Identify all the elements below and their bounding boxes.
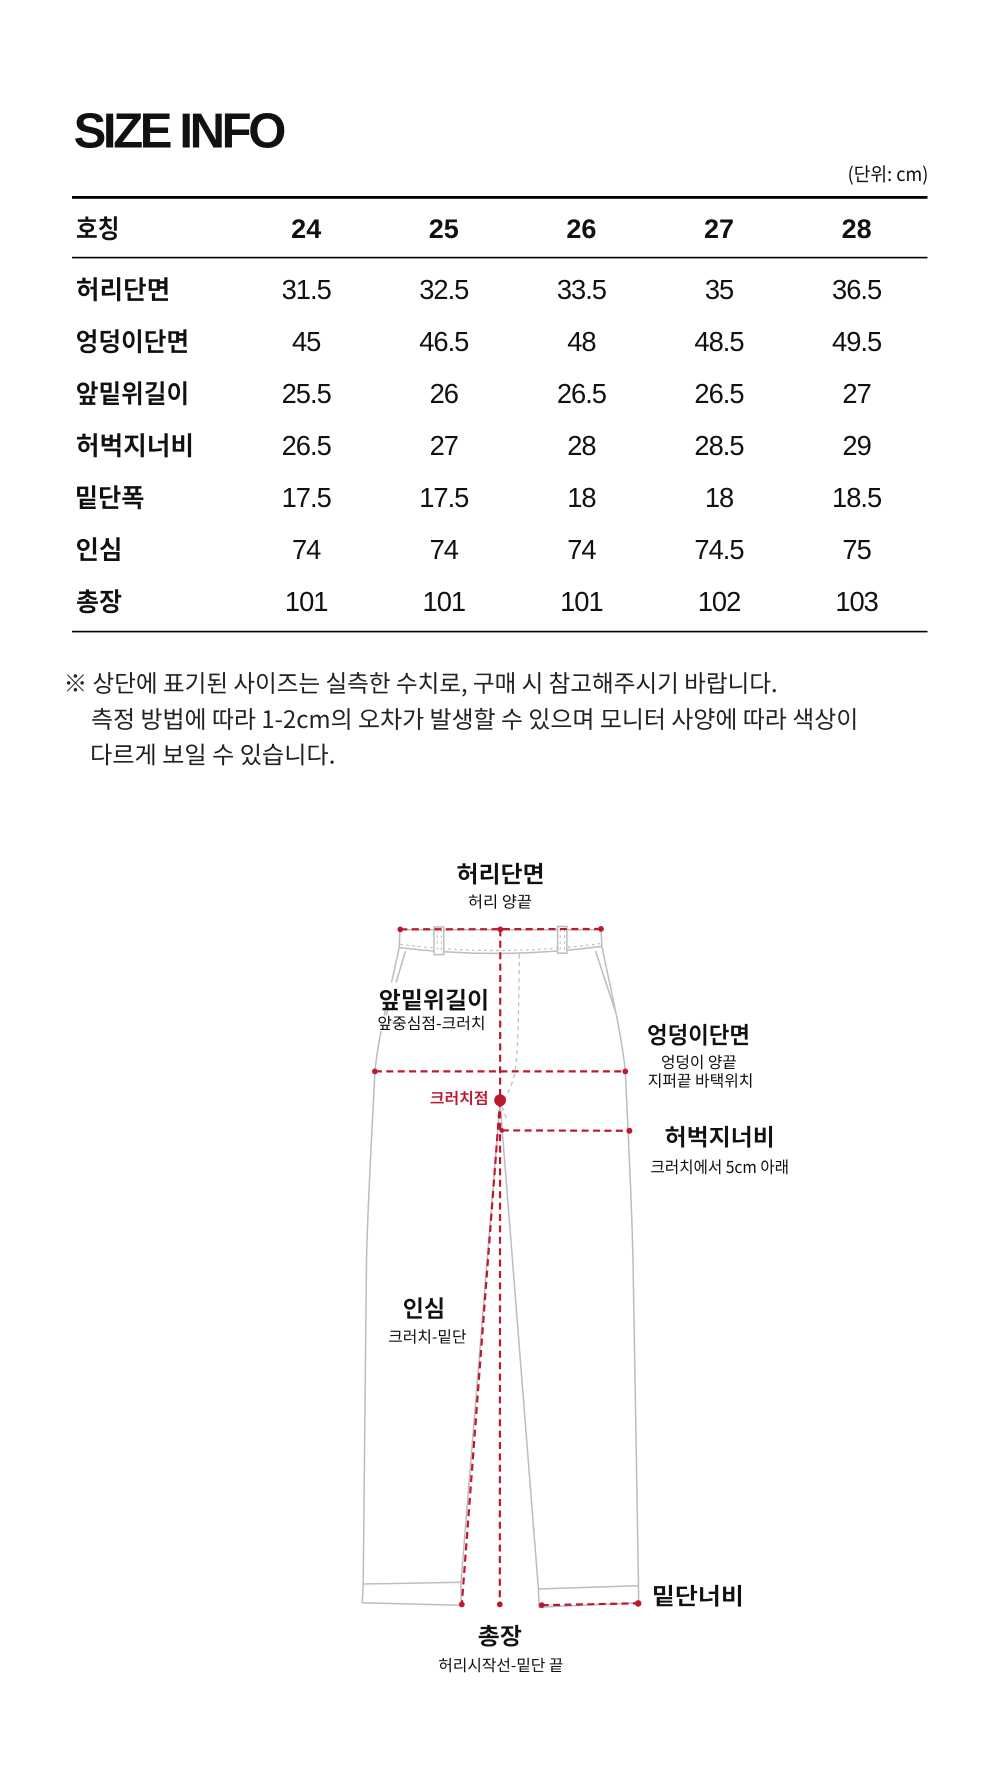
svg-text:26: 26: [566, 214, 596, 244]
svg-text:SIZE INFO: SIZE INFO: [74, 105, 286, 159]
svg-text:28.5: 28.5: [694, 430, 744, 461]
svg-text:74: 74: [567, 534, 596, 565]
svg-text:74.5: 74.5: [694, 534, 744, 565]
svg-text:18: 18: [705, 482, 733, 513]
svg-text:25.5: 25.5: [282, 378, 332, 409]
svg-text:26.5: 26.5: [694, 378, 744, 409]
svg-text:18.5: 18.5: [832, 482, 882, 513]
svg-text:33.5: 33.5: [557, 274, 607, 305]
svg-text:25: 25: [429, 214, 459, 244]
svg-text:46.5: 46.5: [419, 326, 469, 357]
svg-text:49.5: 49.5: [832, 326, 882, 357]
svg-text:48.5: 48.5: [694, 326, 744, 357]
svg-text:29: 29: [842, 430, 870, 461]
svg-text:74: 74: [292, 534, 321, 565]
svg-text:32.5: 32.5: [419, 274, 469, 305]
svg-text:103: 103: [835, 586, 878, 617]
svg-text:45: 45: [292, 326, 321, 357]
svg-text:102: 102: [698, 586, 741, 617]
svg-text:35: 35: [705, 274, 734, 305]
svg-text:101: 101: [423, 586, 466, 617]
svg-text:24: 24: [291, 214, 321, 244]
svg-text:48: 48: [567, 326, 595, 357]
svg-text:75: 75: [842, 534, 871, 565]
svg-text:17.5: 17.5: [282, 482, 332, 513]
svg-text:26: 26: [430, 378, 458, 409]
svg-text:31.5: 31.5: [282, 274, 332, 305]
svg-text:28: 28: [842, 214, 872, 244]
svg-text:27: 27: [842, 378, 870, 409]
svg-text:26.5: 26.5: [557, 378, 607, 409]
svg-text:18: 18: [567, 482, 595, 513]
svg-text:36.5: 36.5: [832, 274, 882, 305]
svg-text:101: 101: [560, 586, 603, 617]
svg-text:27: 27: [704, 214, 734, 244]
svg-text:74: 74: [430, 534, 459, 565]
svg-text:26.5: 26.5: [282, 430, 332, 461]
svg-text:17.5: 17.5: [419, 482, 469, 513]
svg-text:28: 28: [567, 430, 595, 461]
svg-text:27: 27: [430, 430, 458, 461]
svg-text:101: 101: [285, 586, 328, 617]
